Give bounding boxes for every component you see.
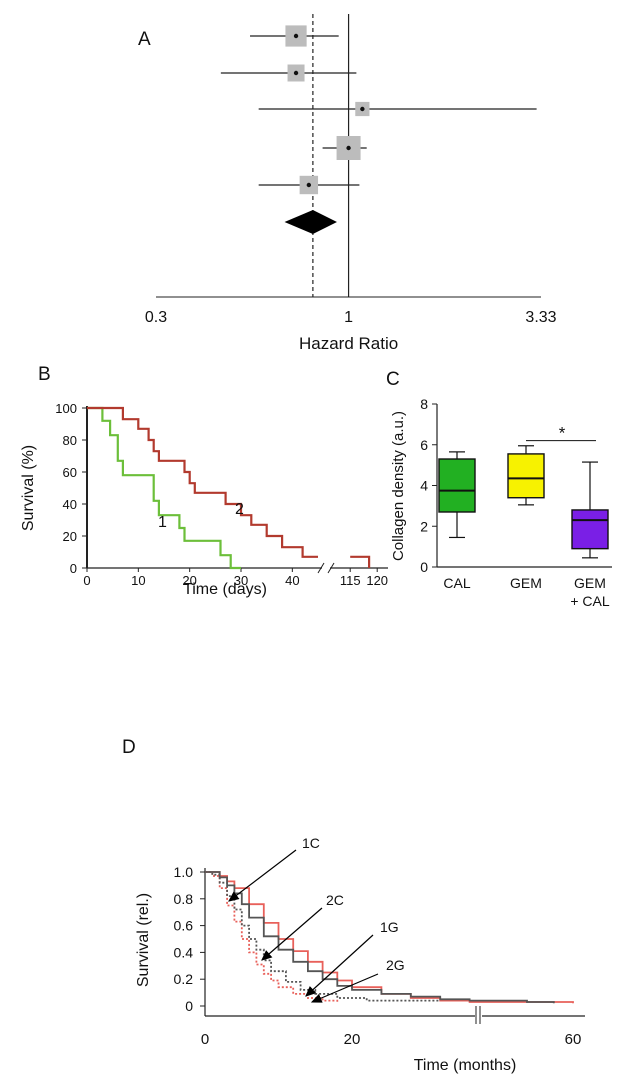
tick-label-a: 1: [344, 309, 353, 326]
y-axis-label-b: Survival (%): [20, 445, 37, 531]
tick-label-c-y: 4: [420, 478, 428, 494]
estimate-point: [306, 182, 312, 188]
panel-a-forest-plot: 0.3 1 3.33 Hazard Ratio: [145, 14, 557, 353]
tick-label-d-y: 0: [185, 998, 193, 1014]
tick-label-a: 3.33: [525, 309, 556, 326]
tick-label-b-x: 10: [131, 573, 145, 588]
curve-label-2C: 2C: [326, 892, 344, 908]
panel-letter-c: C: [386, 369, 400, 390]
category-label: CAL: [443, 575, 470, 591]
y-axis-label-d: Survival (rel.): [135, 893, 152, 987]
x-axis-label-d: Time (months): [414, 1057, 517, 1074]
tick-label-b-y: 80: [63, 433, 77, 448]
annotation-arrow: [261, 907, 323, 961]
tick-label-b-x: 20: [182, 573, 196, 588]
panel-letter-a: A: [138, 29, 151, 50]
box: [438, 458, 476, 513]
tick-label-d-y: 0.2: [174, 971, 194, 987]
y-axis-label-c: Collagen density (a.u.): [390, 411, 407, 561]
survival-curve-2G: [205, 871, 555, 1004]
estimate-point: [346, 145, 351, 151]
tick-label-b-y: 40: [63, 497, 77, 512]
axis-b-break-mark: [327, 562, 335, 574]
survival-curve-2-tail: [350, 555, 371, 568]
estimate-point: [293, 33, 299, 39]
tick-label-b-y: 100: [55, 401, 77, 416]
tick-label-d-y: 0.8: [174, 891, 194, 907]
summary-diamond: [284, 210, 337, 234]
panel-b-survival-days: 0 20 40 60 80 100 0 10 20 30 40 115 120 1 2 Time (days)…: [20, 401, 388, 598]
panel-c-boxplot: 0 2 4 6 8 CAL GEM GEM + CAL * Collagen density (a.…: [390, 396, 612, 609]
annotation-arrow: [310, 973, 379, 1003]
tick-label-d-y: 0.4: [174, 944, 194, 960]
tick-label-b-x: 115: [340, 573, 361, 588]
tick-label-b-y: 60: [63, 465, 77, 480]
tick-label-d-x: 20: [344, 1031, 361, 1048]
curve-label-1G: 1G: [380, 919, 399, 935]
estimate-point: [293, 70, 299, 76]
tick-label-b-x: 0: [83, 573, 90, 588]
tick-label-a: 0.3: [145, 309, 167, 326]
tick-label-b-x: 120: [366, 573, 388, 588]
axis-b-break-mark: [317, 562, 325, 574]
tick-label-c-y: 8: [420, 396, 428, 412]
category-label: GEM: [574, 575, 606, 591]
annotation-arrow: [228, 849, 297, 902]
box: [571, 509, 609, 550]
x-axis-label-a: Hazard Ratio: [299, 334, 398, 353]
panel-letter-b: B: [38, 364, 51, 385]
tick-label-d-y: 1.0: [174, 864, 194, 880]
tick-label-d-x: 0: [201, 1031, 209, 1048]
panel-letter-d: D: [122, 737, 136, 758]
significance-marker: *: [559, 424, 566, 443]
x-axis-label-b: Time (days): [183, 581, 267, 598]
survival-curve-1G: [205, 871, 574, 1004]
survival-curve-2: [87, 406, 318, 558]
tick-label-c-y: 6: [420, 437, 428, 453]
tick-label-b-y: 0: [70, 561, 77, 576]
panel-d-survival-months: 0 0.2 0.4 0.6 0.8 1.0 0 20 60 1C 2C 1G 2G Time (month…: [135, 835, 585, 1074]
annotation-arrow: [305, 934, 374, 997]
tick-label-b-x: 40: [285, 573, 299, 588]
tick-label-b-x: 30: [234, 573, 248, 588]
curve-label-1: 1: [158, 514, 167, 531]
tick-label-d-y: 0.6: [174, 918, 194, 934]
box: [507, 453, 545, 499]
curve-label-2: 2: [235, 501, 244, 518]
estimate-point: [360, 106, 365, 112]
curve-label-1C: 1C: [302, 835, 320, 851]
survival-curve-1C: [205, 871, 339, 1004]
tick-label-d-x: 60: [565, 1031, 582, 1048]
category-label: + CAL: [570, 593, 610, 609]
curve-label-2G: 2G: [386, 957, 405, 973]
survival-curve-1: [87, 406, 241, 570]
category-label: GEM: [510, 575, 542, 591]
tick-label-c-y: 0: [420, 559, 428, 575]
tick-label-c-y: 2: [420, 518, 428, 534]
tick-label-b-y: 20: [63, 529, 77, 544]
